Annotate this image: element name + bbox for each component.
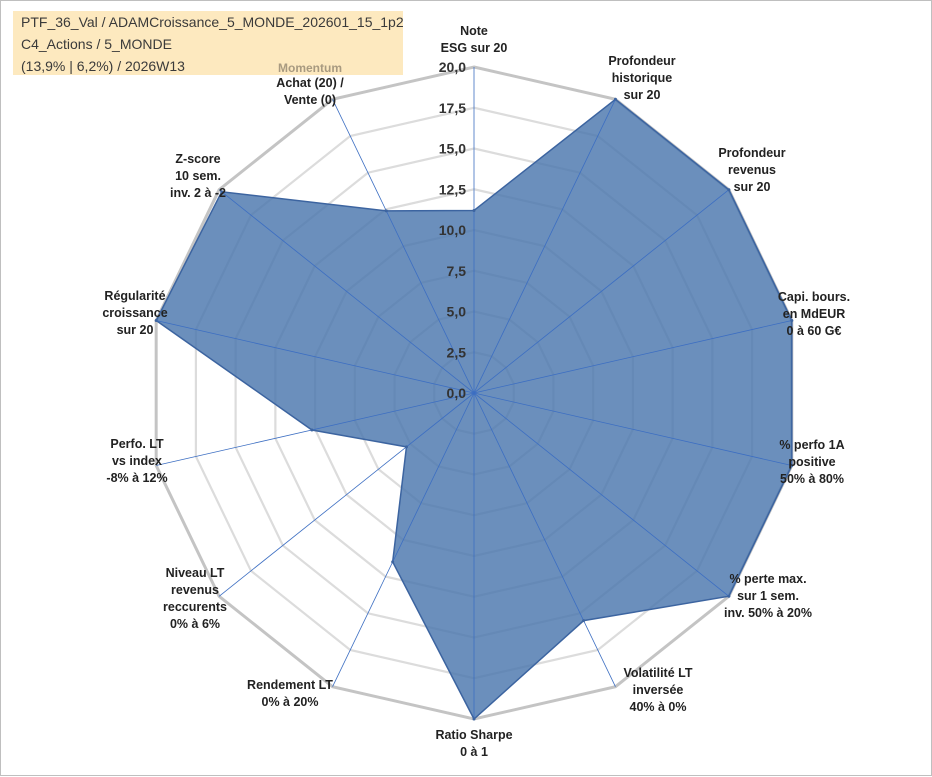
axis-spoke (218, 189, 475, 394)
axis-label-regularite-croissance: Régularité croissance sur 20 (102, 289, 167, 337)
axis-spoke (156, 392, 475, 466)
data-point-regularite-croissance (154, 318, 158, 322)
axis-spoke (332, 392, 475, 687)
data-point-rendement-lt (391, 560, 395, 564)
axis-label-profondeur-historique: Profondeur historique sur 20 (608, 54, 675, 102)
tick-label: 12,5 (439, 181, 466, 197)
axis-label-perte-max: % perte max. sur 1 sem. inv. 50% à 20% (724, 572, 812, 620)
axis-spoke (473, 320, 792, 394)
axis-spoke (218, 392, 475, 597)
data-point-profondeur-revenus (727, 188, 731, 192)
tick-label: 5,0 (447, 304, 467, 320)
tick-label: 0,0 (447, 385, 467, 401)
axis-spoke (473, 99, 616, 394)
axis-label-note-esg: Note ESG sur 20 (441, 24, 508, 55)
header-performance: (13,9% | 6,2%) / 2026W13 (21, 58, 185, 74)
data-point-profondeur-historique (613, 97, 617, 101)
data-point-niveau-lt-revenus (404, 445, 408, 449)
axis-label-capi-bours: Capi. bours. en MdEUR 0 à 60 G€ (778, 290, 850, 338)
axis-spoke (473, 392, 792, 466)
axis-spoke (473, 392, 730, 597)
group-label-momentum: Momentum (278, 61, 342, 75)
axis-label-perfo-1a: % perfo 1A positive 50% à 80% (779, 438, 844, 486)
axis-label-z-score: Z-score 10 sem. inv. 2 à -2 (170, 152, 226, 200)
axis-label-profondeur-revenus: Profondeur revenus sur 20 (718, 146, 785, 194)
tick-label: 17,5 (439, 100, 466, 116)
axis-spoke (473, 392, 616, 687)
axis-label-volatilite-lt: Volatilité LT inversée 40% à 0% (624, 666, 693, 714)
data-point-z-score (220, 190, 224, 194)
tick-label: 7,5 (447, 263, 467, 279)
axis-label-rendement-lt: Rendement LT 0% à 20% (247, 678, 333, 709)
data-point-ratio-sharpe (472, 717, 476, 721)
tick-label: 10,0 (439, 222, 466, 238)
axis-spoke (156, 320, 475, 394)
axis-spoke (473, 189, 730, 394)
axis-label-niveau-lt-revenus: Niveau LT revenus reccurents 0% à 6% (163, 566, 227, 631)
tick-label: 15,0 (439, 141, 466, 157)
data-point-perte-max (727, 594, 731, 598)
axis-spoke (332, 99, 475, 394)
axis-label-momentum: Achat (20) / Vente (0) (276, 76, 344, 107)
axis-label-ratio-sharpe: Ratio Sharpe 0 à 1 (435, 728, 512, 759)
data-point-perfo-1a (790, 464, 794, 468)
tick-label: 20,0 (439, 59, 466, 75)
data-point-note-esg (472, 208, 476, 212)
data-point-capi-bours (790, 318, 794, 322)
data-point-perfo-lt-index (310, 428, 314, 432)
header-portfolio-title: PTF_36_Val / ADAMCroissance_5_MONDE_2026… (21, 14, 404, 30)
axis-label-perfo-lt-index: Perfo. LT vs index -8% à 12% (106, 437, 167, 485)
header-category: C4_Actions / 5_MONDE (21, 36, 172, 52)
data-point-volatilite-lt (582, 619, 586, 623)
header-box (13, 11, 403, 75)
tick-label: 2,5 (447, 344, 467, 360)
data-point-momentum (384, 209, 388, 213)
